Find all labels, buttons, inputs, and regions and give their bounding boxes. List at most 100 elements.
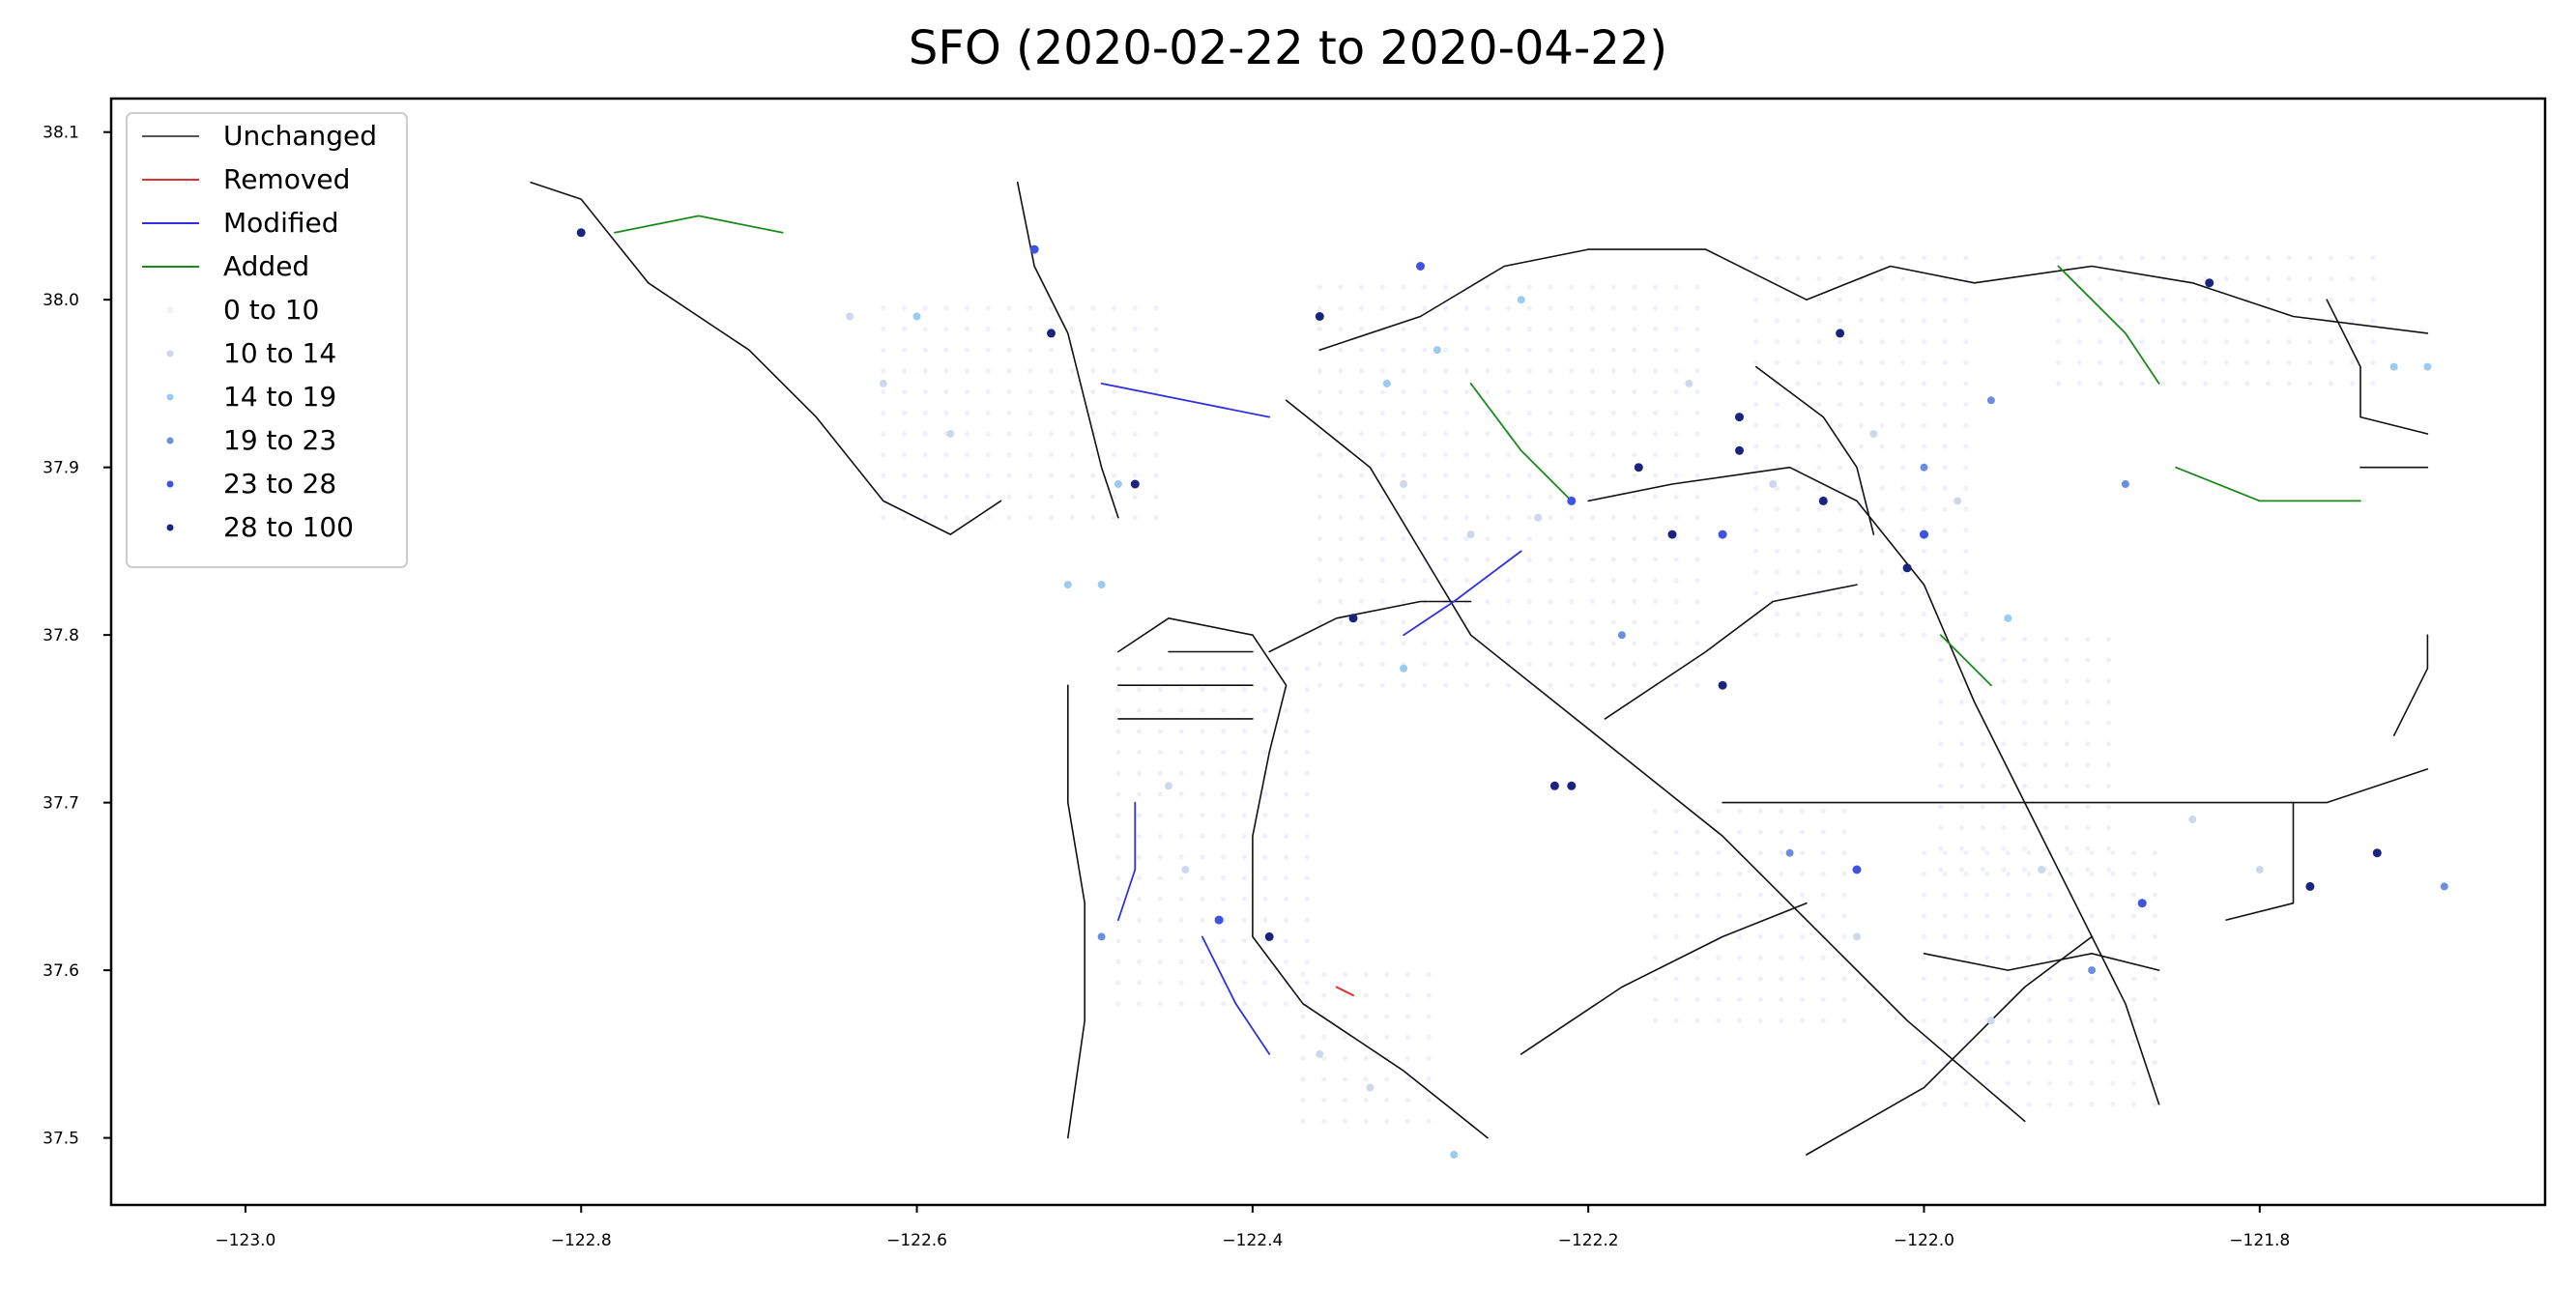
density-point bbox=[1115, 959, 1121, 965]
data-point bbox=[1400, 664, 1408, 673]
density-point bbox=[1673, 473, 1679, 478]
density-point bbox=[2055, 359, 2061, 365]
density-point bbox=[1673, 578, 1679, 584]
density-point bbox=[965, 494, 970, 500]
density-point bbox=[1338, 347, 1344, 353]
density-point bbox=[2286, 339, 2292, 345]
density-point bbox=[1342, 992, 1347, 998]
density-point bbox=[1178, 875, 1184, 881]
density-point bbox=[1321, 1076, 1327, 1082]
density-point bbox=[1384, 1014, 1390, 1019]
density-point bbox=[1757, 808, 1763, 814]
density-point bbox=[1963, 444, 1969, 449]
density-point bbox=[1610, 473, 1616, 478]
density-point bbox=[1262, 917, 1268, 923]
density-point bbox=[2329, 297, 2334, 302]
density-point bbox=[2130, 892, 2137, 898]
density-point bbox=[2182, 297, 2187, 302]
data-point bbox=[1029, 244, 1039, 254]
density-point bbox=[1942, 996, 1948, 1003]
density-point bbox=[1422, 347, 1428, 353]
density-point bbox=[1858, 297, 1864, 302]
density-point bbox=[1137, 707, 1143, 713]
density-point bbox=[1963, 297, 1969, 302]
density-point bbox=[2022, 825, 2028, 831]
road-modified bbox=[1201, 935, 1271, 1055]
density-point bbox=[1838, 402, 1843, 408]
density-point bbox=[1963, 465, 1969, 471]
density-point bbox=[1304, 707, 1310, 713]
density-point bbox=[1858, 548, 1864, 555]
density-point bbox=[1422, 578, 1428, 584]
density-point bbox=[2130, 1059, 2137, 1066]
density-point bbox=[881, 473, 886, 478]
y-tick: 38.1 bbox=[43, 124, 111, 143]
density-point bbox=[1359, 557, 1365, 562]
density-point bbox=[1404, 1076, 1411, 1082]
density-point bbox=[1526, 619, 1532, 625]
density-point bbox=[1858, 381, 1864, 387]
density-point bbox=[1757, 1017, 1763, 1023]
density-point bbox=[1795, 275, 1801, 282]
y-tick-label: 37.6 bbox=[43, 961, 79, 981]
density-point bbox=[1800, 1017, 1806, 1023]
density-point bbox=[1178, 750, 1184, 756]
data-point bbox=[1097, 581, 1106, 589]
density-point bbox=[1610, 682, 1616, 688]
density-point bbox=[1137, 1001, 1143, 1007]
density-point bbox=[1401, 682, 1406, 688]
density-point bbox=[1069, 494, 1075, 500]
density-point bbox=[1069, 326, 1075, 332]
density-point bbox=[1589, 515, 1596, 521]
density-point bbox=[1304, 917, 1310, 923]
density-point bbox=[1980, 867, 1985, 873]
density-point bbox=[2026, 933, 2032, 940]
density-point bbox=[1673, 641, 1679, 646]
density-point bbox=[1653, 850, 1659, 856]
density-point bbox=[901, 515, 908, 521]
density-point bbox=[2329, 275, 2334, 282]
density-point bbox=[2022, 699, 2028, 705]
density-point bbox=[1048, 368, 1055, 374]
density-point bbox=[1736, 913, 1743, 919]
density-point bbox=[1858, 359, 1864, 365]
density-point bbox=[1548, 305, 1553, 311]
density-point bbox=[985, 305, 991, 311]
density-point bbox=[1548, 431, 1553, 437]
density-point bbox=[2286, 359, 2292, 365]
density-point bbox=[1569, 515, 1575, 521]
density-point bbox=[2064, 678, 2069, 684]
density-point bbox=[2026, 871, 2032, 877]
density-point bbox=[1963, 569, 1969, 575]
density-point bbox=[2130, 1017, 2137, 1023]
density-point bbox=[1359, 661, 1365, 668]
density-point bbox=[1610, 431, 1616, 437]
density-point bbox=[1006, 347, 1012, 353]
data-point-layer bbox=[576, 228, 2448, 1159]
density-point bbox=[1137, 959, 1143, 965]
density-point bbox=[2105, 783, 2112, 788]
density-point bbox=[1485, 641, 1491, 646]
density-point bbox=[2329, 359, 2334, 365]
density-point bbox=[1958, 699, 1965, 705]
density-point bbox=[1115, 875, 1121, 881]
density-point bbox=[1921, 318, 1927, 324]
density-point bbox=[2182, 359, 2187, 365]
road-unchanged bbox=[1806, 935, 2093, 1156]
density-point bbox=[1112, 326, 1117, 332]
density-point bbox=[1200, 980, 1205, 986]
density-point bbox=[1673, 619, 1679, 625]
density-point bbox=[1422, 661, 1428, 668]
density-point bbox=[1304, 854, 1310, 860]
legend-point-swatch bbox=[166, 480, 174, 488]
density-point bbox=[1426, 971, 1432, 978]
density-point bbox=[2001, 699, 2007, 705]
density-point bbox=[1485, 389, 1491, 395]
density-point bbox=[1422, 305, 1428, 311]
density-point bbox=[1779, 850, 1784, 856]
density-point bbox=[1963, 1039, 1969, 1045]
density-point bbox=[1426, 1076, 1432, 1082]
data-point bbox=[1264, 931, 1274, 941]
x-tick-label: −122.6 bbox=[886, 1231, 947, 1250]
density-point bbox=[1589, 641, 1596, 646]
